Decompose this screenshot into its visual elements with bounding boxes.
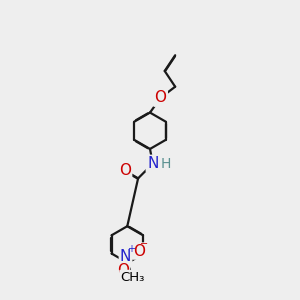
Text: N: N [147, 156, 158, 171]
Text: CH₃: CH₃ [120, 271, 145, 284]
Text: O: O [133, 244, 145, 259]
Text: H: H [161, 157, 171, 171]
Text: O: O [119, 163, 131, 178]
Text: −: − [140, 239, 148, 249]
Text: N: N [120, 249, 131, 264]
Text: O: O [154, 90, 166, 105]
Text: +: + [127, 244, 135, 254]
Text: O: O [117, 263, 129, 278]
